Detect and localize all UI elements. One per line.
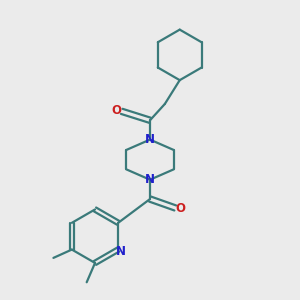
Text: N: N [145,133,155,146]
Text: N: N [145,173,155,186]
Text: O: O [111,104,122,117]
Text: N: N [116,245,126,258]
Text: O: O [176,202,186,215]
